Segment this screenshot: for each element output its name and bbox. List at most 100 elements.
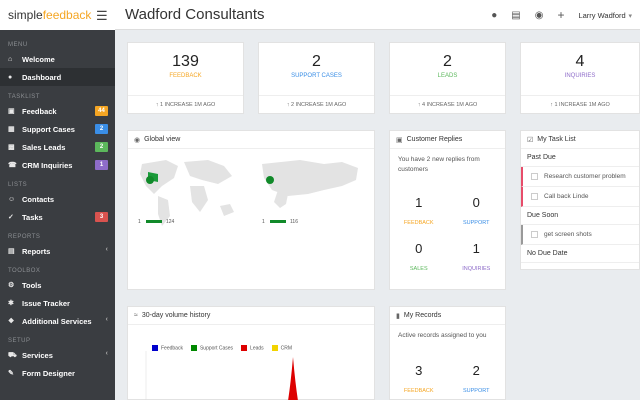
section-reports: REPORTS [8,234,41,240]
brand-text-feedback: feedback [42,8,92,22]
world-map-2 [262,160,358,208]
panel-header: ▣ Customer Replies [390,131,505,149]
task-item[interactable]: get screen shots [521,225,639,245]
sidebar-item-additional-services[interactable]: ❖ Additional Services ‹ [0,312,115,330]
chevron-left-icon: ‹ [105,316,108,323]
panel-header: ▮ My Records [390,307,505,325]
cell-label: SUPPORT [463,220,490,226]
phone-icon: ☎ [8,162,17,169]
user-menu[interactable]: Larry Wadford ▾ [578,10,632,21]
legend-label: Leads [250,345,264,352]
map2-scale-bar [270,220,286,223]
legend-item: CRM [271,345,292,351]
sidebar-item-form-designer[interactable]: ✎ Form Designer [0,364,115,382]
task-checkbox[interactable] [531,193,538,200]
arrow-up-icon: ↑ [155,102,159,108]
brand-text-simple: simple [8,8,43,22]
tasks-badge: 3 [95,212,108,222]
replies-sales[interactable]: 0 SALES [390,241,448,272]
cell-label: FEEDBACK [403,220,434,226]
replies-inquiries[interactable]: 1 INQUIRIES [448,241,506,272]
bar-chart-icon[interactable]: ▤ [511,9,521,21]
task-label: Call back Linde [544,193,589,200]
stat-value: 4 [575,53,585,70]
stat-card-inquiries[interactable]: 4 INQUIRIES ↑ 1 INCREASE 1M AGO [520,42,640,114]
sidebar-item-label: Tasks [22,212,43,222]
sidebar-item-dashboard[interactable]: ● Dashboard [0,68,115,86]
map1-scale-bar [146,220,162,223]
stat-label: FEEDBACK [169,73,202,79]
check-icon: ✓ [8,214,14,221]
records-feedback[interactable]: 3 FEEDBACK [390,363,448,394]
stat-footer-text: 1 INCREASE 1M AGO [554,102,610,108]
user-icon[interactable]: ● [491,9,498,21]
sidebar-item-label: Additional Services [22,316,92,326]
sidebar-item-crm-inquiries[interactable]: ☎ CRM Inquiries 1 [0,156,115,174]
sidebar-item-services[interactable]: ⛟ Services ‹ [0,346,115,364]
top-bar: Wadford Consultants ● ▤ ◉ + Larry Wadfor… [115,0,640,30]
task-label: get screen shots [544,231,592,238]
task-checkbox[interactable] [531,231,538,238]
sidebar-item-support-cases[interactable]: ▦ Support Cases 2 [0,120,115,138]
sidebar-item-welcome[interactable]: ⌂ Welcome [0,50,115,68]
globe-icon: ◉ [134,136,141,144]
stat-footer-text: 2 INCREASE 1M AGO [290,102,347,108]
sidebar-item-label: CRM Inquiries [22,160,73,170]
comment-icon: ▣ [8,108,15,115]
stat-card-leads[interactable]: 2 LEADS ↑ 4 INCREASE 1M AGO [389,42,506,114]
panel-header: ≈30-day volume history [128,307,374,325]
comments-icon: ▣ [396,136,403,144]
sidebar-item-tools[interactable]: ⚙ Tools [0,276,115,294]
sidebar-item-contacts[interactable]: ☺ Contacts [0,190,115,208]
section-setup: SETUP [8,338,31,344]
section-tasklist: TASKLIST [8,94,40,100]
sidebar-item-tasks[interactable]: ✓ Tasks 3 [0,208,115,226]
records-support[interactable]: 2 SUPPORT [448,363,506,394]
bug-icon: ✱ [8,300,14,307]
sales-badge: 2 [95,142,108,152]
sidebar-item-label: Services [22,350,53,360]
report-icon: ▤ [8,248,15,255]
global-view-panel: ◉ Global view 1 124 1 116 [127,130,375,290]
truck-icon: ⛟ [8,351,17,359]
section-lists: LISTS [8,182,28,188]
feedback-badge: 44 [95,106,108,116]
replies-support[interactable]: 0 SUPPORT [448,195,506,226]
brand-logo[interactable]: simple feedback [0,0,115,30]
customer-replies-panel: ▣ Customer Replies You have 2 new replies… [389,130,506,290]
legend-swatch [241,345,248,351]
task-group-due-soon: Due Soon [521,207,639,225]
sidebar-item-reports[interactable]: ▤ Reports ‹ [0,242,115,260]
chevron-left-icon: ‹ [105,246,108,253]
sidebar-item-label: Issue Tracker [22,298,70,308]
history-chart [145,351,298,400]
legend-item: Support Cases [190,345,233,351]
sidebar-item-sales-leads[interactable]: ▩ Sales Leads 2 [0,138,115,156]
map2-max-label: 116 [290,219,298,225]
sidebar-item-issue-tracker[interactable]: ✱ Issue Tracker [0,294,115,312]
leads-spike [288,357,298,400]
sidebar-item-feedback[interactable]: ▣ Feedback 44 [0,102,115,120]
check-square-icon: ☑ [527,136,534,144]
task-label: Research customer problem [544,173,626,180]
briefcase-icon: ▩ [8,144,15,151]
stat-footer: ↑ 2 INCREASE 1M AGO [259,95,374,113]
legend-label: Feedback [161,345,183,352]
menu-toggle-icon[interactable]: ☰ [96,8,108,23]
legend-swatch [271,345,278,351]
task-group-past-due: Past Due [521,149,639,167]
task-group-no-due: No Due Date [521,245,639,263]
arrow-up-icon: ↑ [286,102,290,108]
task-item[interactable]: Research customer problem [521,167,639,187]
world-maps[interactable]: 1 124 1 116 [128,150,374,290]
stat-footer-text: 1 INCREASE 1M AGO [159,102,216,108]
task-checkbox[interactable] [531,173,538,180]
globe-icon[interactable]: ◉ [534,9,544,21]
plus-icon[interactable]: + [557,8,565,22]
dashboard-icon: ● [8,73,13,81]
stat-card-support-cases[interactable]: 2 SUPPORT CASES ↑ 2 INCREASE 1M AGO [258,42,375,114]
cell-value: 1 [415,195,423,210]
task-item[interactable]: Call back Linde [521,187,639,207]
stat-card-feedback[interactable]: 139 FEEDBACK ↑ 1 INCREASE 1M AGO [127,42,244,114]
replies-feedback[interactable]: 1 FEEDBACK [390,195,448,226]
